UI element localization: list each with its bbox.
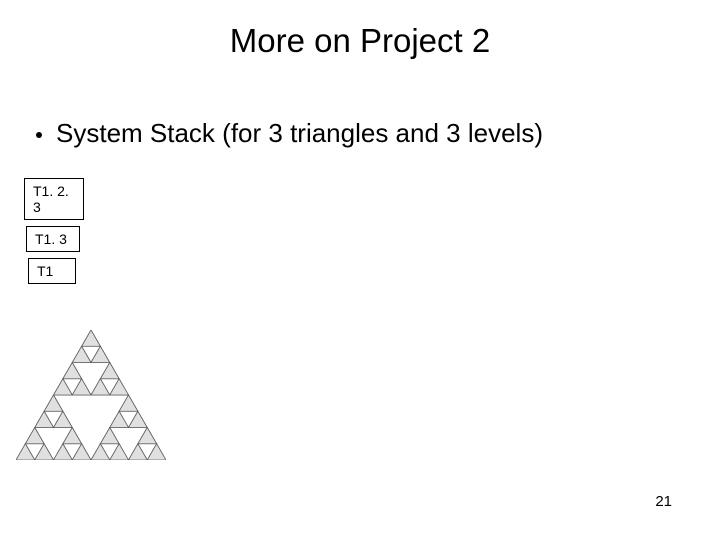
- stack-box: T1. 3: [26, 226, 80, 252]
- bullet-text: System Stack (for 3 triangles and 3 leve…: [56, 118, 543, 149]
- sierpinski-triangle: [16, 330, 166, 465]
- slide: More on Project 2 System Stack (for 3 tr…: [0, 0, 720, 540]
- stack-box: T1. 2. 3: [24, 178, 84, 220]
- bullet-item: System Stack (for 3 triangles and 3 leve…: [36, 118, 543, 149]
- triangle-svg: [16, 330, 166, 460]
- stack-box: T1: [28, 258, 76, 284]
- bullet-dot-icon: [36, 132, 42, 138]
- stack-diagram: T1. 2. 3 T1. 3 T1: [24, 178, 84, 290]
- slide-title: More on Project 2: [0, 22, 720, 60]
- page-number: 21: [655, 493, 672, 510]
